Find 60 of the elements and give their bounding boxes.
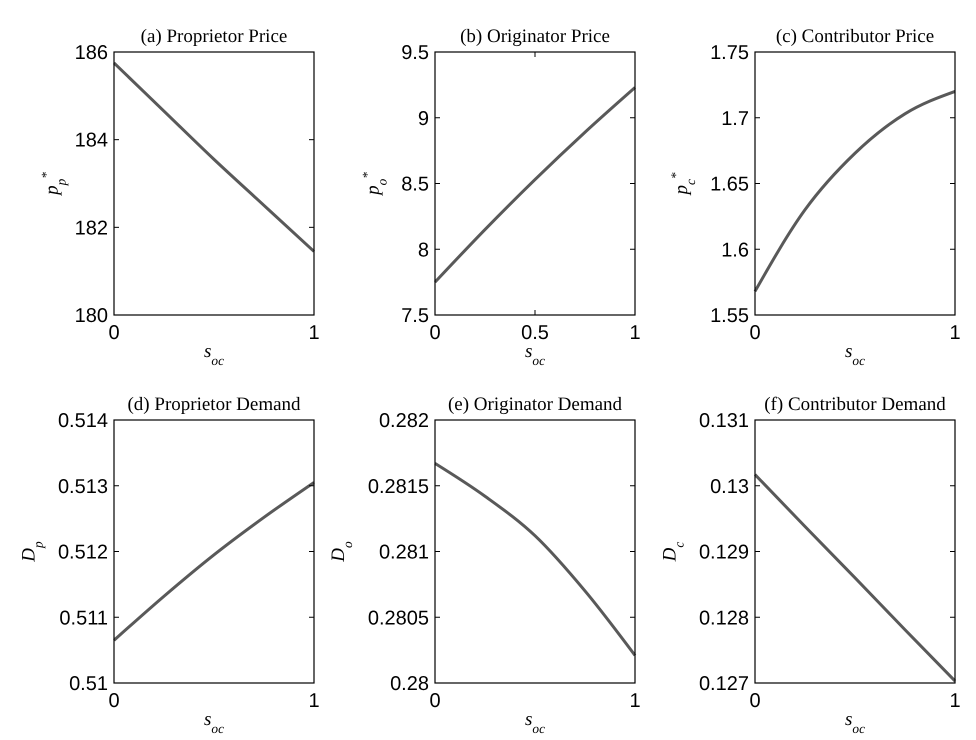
y-tick-label: 1.6: [721, 239, 749, 262]
y-tick-label: 0.512: [58, 542, 108, 564]
chart-title: (a) Proprietor Price: [140, 26, 288, 47]
y-tick-label: 0.2815: [368, 476, 429, 498]
line-series: [112, 480, 316, 642]
x-tick-label: 0: [108, 690, 120, 712]
y-tick-label: 0.127: [698, 673, 749, 695]
y-tick-label: 0.13: [710, 476, 749, 498]
y-tick-label: 1.75: [710, 42, 749, 64]
x-tick-label: 0: [749, 322, 761, 344]
x-axis-title: s$_{oc}$: [845, 341, 866, 368]
line-series: [754, 473, 956, 683]
y-tick-label: 0.282: [378, 410, 429, 432]
y-tick-label: 186: [74, 42, 108, 64]
x-axis-title: s$_{oc}$: [525, 341, 546, 368]
x-tick-label: 1: [629, 690, 641, 712]
line-series: [434, 86, 636, 284]
y-tick-label: 0.511: [59, 607, 108, 630]
x-tick-label: 1: [949, 690, 961, 712]
y-tick-label: 8.5: [401, 174, 429, 196]
line-series: [754, 90, 956, 293]
y-tick-label: 184: [74, 130, 108, 152]
y-tick-label: 0.51: [69, 673, 108, 695]
x-tick-label: 1: [949, 322, 961, 344]
x-axis-title: s$_{oc}$: [204, 709, 224, 736]
y-tick-label: 8: [418, 239, 429, 262]
chart-title: (d) Proprietor Demand: [127, 394, 302, 415]
x-tick-label: 1: [308, 322, 320, 344]
y-tick-label: 1.7: [721, 108, 749, 130]
y-tick-label: 1.65: [710, 174, 749, 196]
y-tick-label: 7.5: [401, 305, 429, 327]
x-tick-label: 0: [429, 690, 441, 712]
y-tick-label: 1.55: [710, 305, 749, 327]
x-tick-label: 0: [749, 690, 761, 712]
y-tick-label: 0.2805: [368, 607, 429, 630]
y-tick-label: 9: [418, 108, 429, 130]
y-tick-label: 0.128: [698, 607, 749, 630]
chart-title: (b) Originator Price: [460, 26, 610, 47]
y-tick-label: 0.513: [58, 476, 108, 498]
x-tick-label: 0: [429, 322, 441, 344]
y-tick-label: 0.281: [378, 542, 429, 564]
y-tick-label: 0.28: [390, 673, 429, 695]
y-tick-label: 0.131: [698, 410, 749, 432]
line-series: [434, 462, 636, 657]
x-tick-label: 0: [108, 322, 120, 344]
x-axis-title: s$_{oc}$: [204, 341, 224, 368]
line-series: [112, 61, 316, 253]
x-tick-label: 1: [308, 690, 320, 712]
chart-title: (c) Contributor Price: [776, 26, 934, 47]
chart-title: (e) Originator Demand: [448, 394, 623, 415]
chart-title: (f) Contributor Demand: [764, 394, 946, 415]
x-axis-title: s$_{oc}$: [845, 709, 866, 736]
x-tick-label: 0.5: [521, 322, 549, 344]
y-tick-label: 9.5: [401, 42, 429, 64]
y-tick-label: 0.129: [698, 542, 749, 564]
y-tick-label: 182: [74, 217, 108, 240]
y-tick-label: 0.514: [58, 410, 108, 432]
x-axis-title: s$_{oc}$: [525, 709, 546, 736]
y-tick-label: 180: [74, 305, 108, 327]
x-tick-label: 1: [629, 322, 641, 344]
